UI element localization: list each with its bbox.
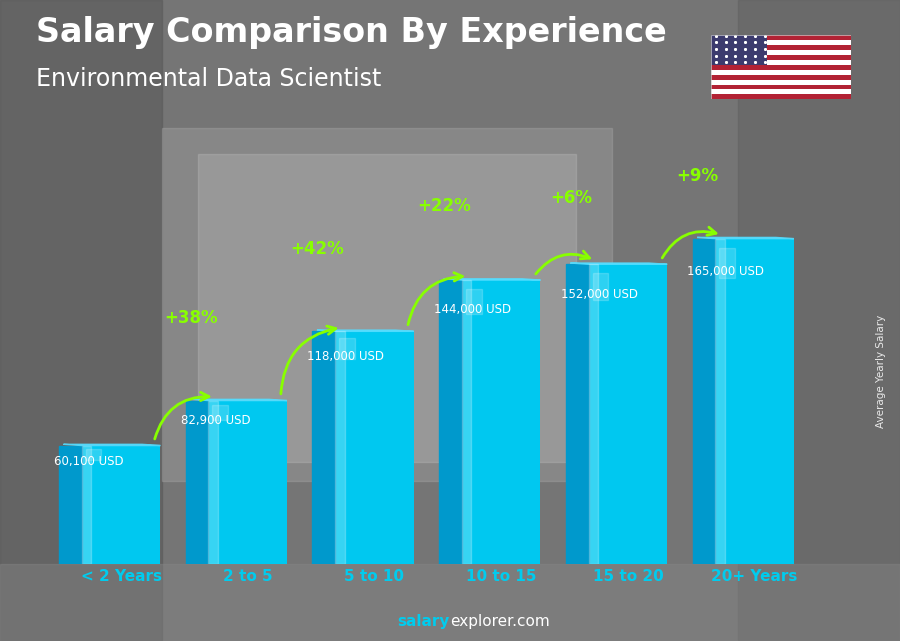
Bar xyxy=(711,79,850,85)
Text: Average Yearly Salary: Average Yearly Salary xyxy=(877,315,886,428)
Polygon shape xyxy=(317,330,414,331)
Bar xyxy=(738,0,900,641)
Polygon shape xyxy=(719,249,735,278)
Text: +38%: +38% xyxy=(164,310,218,328)
Polygon shape xyxy=(185,401,209,564)
Text: explorer.com: explorer.com xyxy=(450,615,550,629)
Polygon shape xyxy=(58,445,82,564)
Polygon shape xyxy=(462,280,472,564)
Bar xyxy=(711,90,850,94)
FancyBboxPatch shape xyxy=(209,401,287,564)
Bar xyxy=(711,45,850,50)
Bar xyxy=(198,154,576,462)
Text: +42%: +42% xyxy=(291,240,345,258)
Polygon shape xyxy=(698,237,794,238)
Bar xyxy=(711,60,850,65)
FancyBboxPatch shape xyxy=(462,280,541,564)
Polygon shape xyxy=(571,263,667,264)
Polygon shape xyxy=(209,401,218,564)
Polygon shape xyxy=(312,331,335,564)
Polygon shape xyxy=(82,445,91,564)
Text: 118,000 USD: 118,000 USD xyxy=(307,350,384,363)
FancyBboxPatch shape xyxy=(716,238,794,564)
FancyBboxPatch shape xyxy=(335,331,414,564)
Bar xyxy=(0,564,900,641)
Text: +22%: +22% xyxy=(418,197,471,215)
Text: +6%: +6% xyxy=(550,188,592,206)
Polygon shape xyxy=(589,264,598,564)
Polygon shape xyxy=(566,264,589,564)
Text: +9%: +9% xyxy=(677,167,719,185)
Bar xyxy=(711,35,850,40)
Text: Salary Comparison By Experience: Salary Comparison By Experience xyxy=(36,16,667,49)
Text: 60,100 USD: 60,100 USD xyxy=(54,455,123,468)
Text: 165,000 USD: 165,000 USD xyxy=(688,265,764,278)
Text: 82,900 USD: 82,900 USD xyxy=(181,413,250,427)
Bar xyxy=(162,128,612,481)
Bar xyxy=(711,55,850,60)
Polygon shape xyxy=(444,279,541,280)
Polygon shape xyxy=(716,238,724,564)
Bar xyxy=(711,75,850,79)
Bar xyxy=(711,50,850,55)
Text: salary: salary xyxy=(398,615,450,629)
Bar xyxy=(711,85,850,90)
Polygon shape xyxy=(335,331,345,564)
Polygon shape xyxy=(190,399,287,401)
Text: 152,000 USD: 152,000 USD xyxy=(561,288,638,301)
Bar xyxy=(711,65,850,70)
Polygon shape xyxy=(86,449,102,460)
Polygon shape xyxy=(466,288,482,314)
Bar xyxy=(711,70,850,75)
FancyBboxPatch shape xyxy=(589,264,667,564)
Text: Environmental Data Scientist: Environmental Data Scientist xyxy=(36,67,382,91)
Polygon shape xyxy=(339,338,355,359)
FancyBboxPatch shape xyxy=(82,445,160,564)
Polygon shape xyxy=(439,280,462,564)
Bar xyxy=(711,40,850,45)
Polygon shape xyxy=(64,444,160,445)
Text: 144,000 USD: 144,000 USD xyxy=(434,303,511,316)
Bar xyxy=(711,94,850,99)
Polygon shape xyxy=(692,238,716,564)
Bar xyxy=(0,0,162,641)
Bar xyxy=(711,35,767,65)
Polygon shape xyxy=(592,273,608,300)
Polygon shape xyxy=(212,406,228,420)
